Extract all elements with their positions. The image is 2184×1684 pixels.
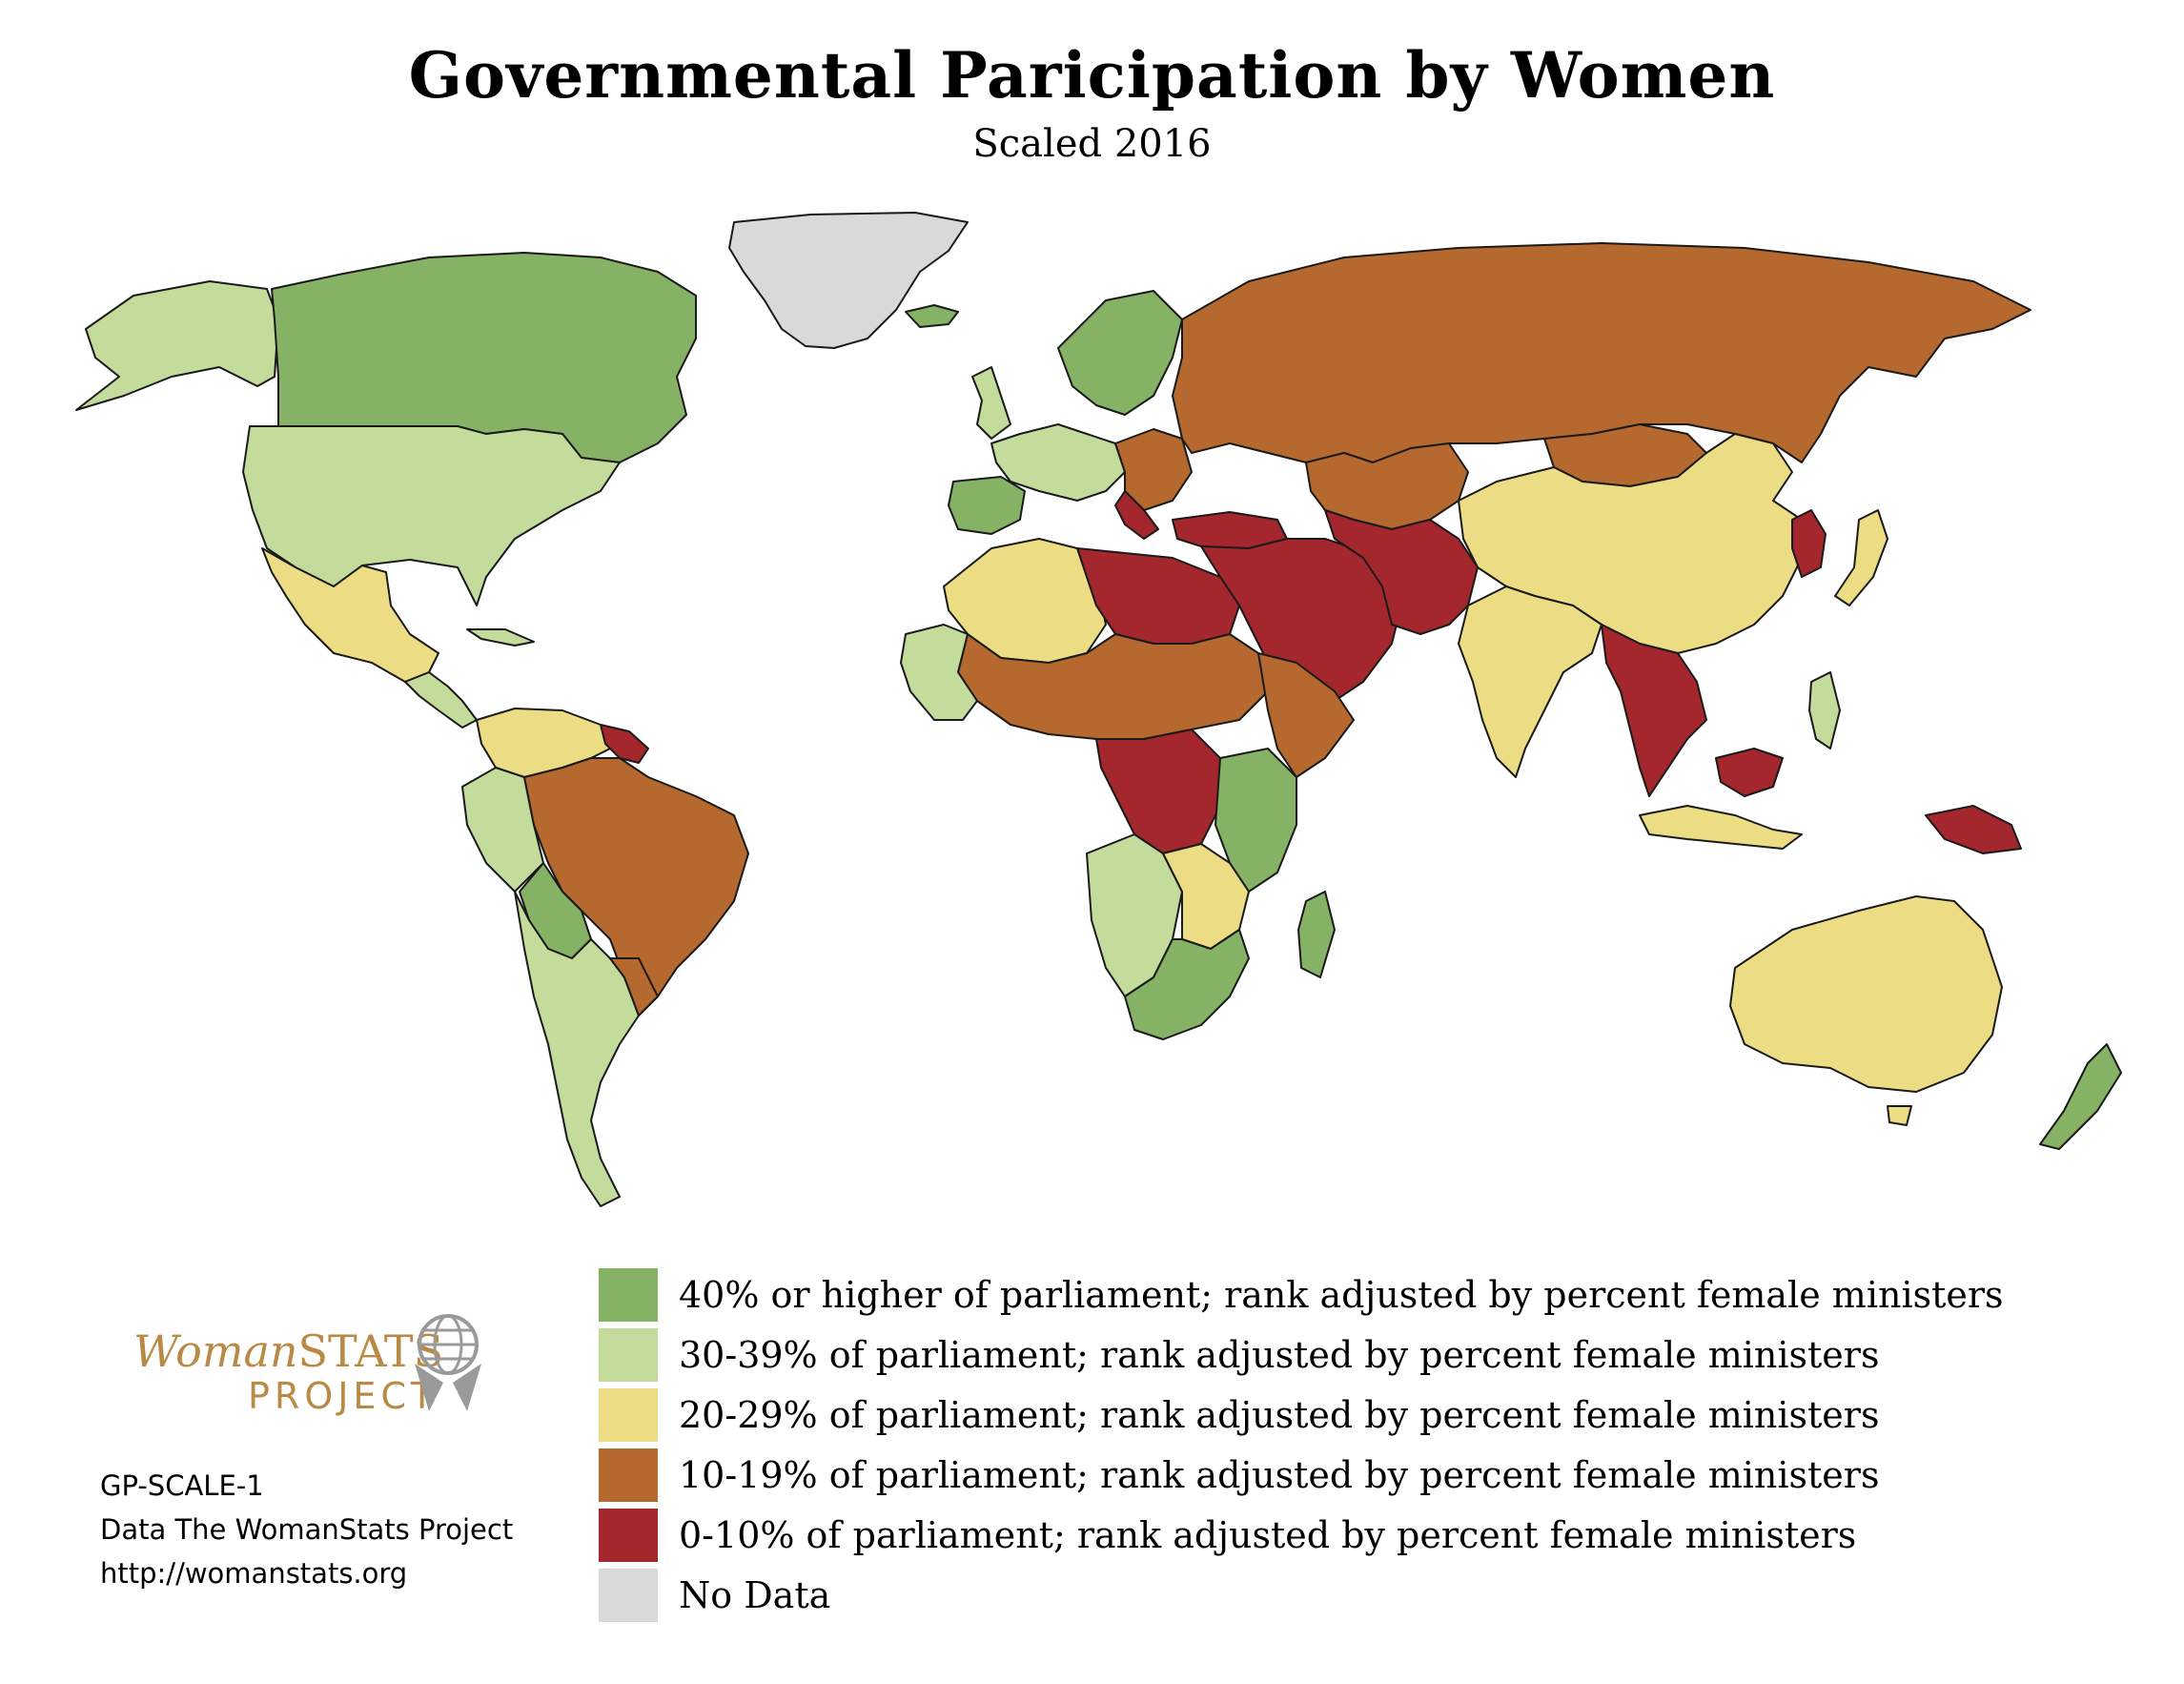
- region-korea: [1791, 509, 1827, 578]
- world-choropleth-map: [75, 212, 2122, 1207]
- region-east-africa: [1214, 748, 1297, 893]
- legend-swatch: [599, 1569, 658, 1622]
- data-source: Data The WomanStats Project: [100, 1513, 514, 1546]
- region-iberia: [948, 476, 1026, 535]
- region-balkans: [1114, 490, 1159, 540]
- region-uk: [971, 366, 1011, 440]
- region-borneo: [1715, 748, 1784, 797]
- region-mexico: [261, 547, 439, 683]
- region-middle-east: [1200, 538, 1402, 711]
- region-argentina-chile: [514, 891, 640, 1207]
- region-new-zealand: [2039, 1043, 2122, 1150]
- region-scandinavia: [1057, 290, 1183, 416]
- globe-hands-icon: [415, 1314, 481, 1411]
- region-north-africa-west: [943, 538, 1107, 664]
- map-subtitle: Scaled 2016: [972, 122, 1212, 166]
- map-title: Governmental Paricipation by Women: [408, 38, 1776, 113]
- legend-item-no-data: No Data: [599, 1569, 2124, 1622]
- legend-item-10-19: 10-19% of parliament; rank adjusted by p…: [599, 1448, 2124, 1502]
- legend-item-0-10: 0-10% of parliament; rank adjusted by pe…: [599, 1509, 2124, 1562]
- region-usa: [242, 425, 621, 606]
- logo-wordmark: WomanSTATS: [133, 1325, 444, 1377]
- region-mainland-se-asia: [1601, 624, 1707, 797]
- source-url[interactable]: http://womanstats.org: [100, 1557, 408, 1590]
- legend-item-40-plus: 40% or higher of parliament; rank adjust…: [599, 1268, 2124, 1322]
- legend-label: 30-39% of parliament; rank adjusted by p…: [679, 1334, 1880, 1376]
- region-central-america: [404, 671, 478, 729]
- region-philippines: [1808, 671, 1841, 750]
- region-south-africa: [1124, 929, 1250, 1040]
- region-india: [1458, 585, 1602, 778]
- region-greenland: [728, 212, 969, 349]
- map-code: GP-SCALE-1: [100, 1469, 264, 1502]
- region-iceland: [905, 304, 959, 328]
- region-guianas: [600, 724, 649, 764]
- legend-label: No Data: [679, 1574, 831, 1616]
- region-alaska: [75, 280, 279, 411]
- legend-swatch: [599, 1448, 658, 1502]
- map-credits: GP-SCALE-1 Data The WomanStats Project h…: [100, 1464, 513, 1595]
- legend-item-20-29: 20-29% of parliament; rank adjusted by p…: [599, 1388, 2124, 1442]
- legend-swatch: [599, 1509, 658, 1562]
- region-tasmania: [1887, 1105, 1912, 1126]
- region-indonesia: [1639, 805, 1803, 850]
- legend-label: 40% or higher of parliament; rank adjust…: [679, 1274, 2004, 1316]
- legend-label: 0-10% of parliament; rank adjusted by pe…: [679, 1514, 1857, 1556]
- legend-label: 20-29% of parliament; rank adjusted by p…: [679, 1394, 1880, 1436]
- womanstats-logo: WomanSTATS PROJECT: [124, 1306, 505, 1430]
- legend-swatch: [599, 1268, 658, 1322]
- region-western-europe: [990, 423, 1126, 502]
- region-japan: [1834, 509, 1888, 606]
- region-eastern-europe: [1114, 428, 1193, 511]
- region-iran-pakistan: [1324, 509, 1479, 635]
- region-horn-of-africa: [1257, 652, 1355, 778]
- logo-project-text: PROJECT: [248, 1375, 439, 1417]
- region-russia: [1172, 242, 2031, 463]
- region-caribbean: [466, 628, 535, 647]
- legend-item-30-39: 30-39% of parliament; rank adjusted by p…: [599, 1328, 2124, 1382]
- legend-swatch: [599, 1328, 658, 1382]
- region-west-africa: [900, 624, 978, 721]
- legend-swatch: [599, 1388, 658, 1442]
- region-paraguay: [609, 957, 659, 1017]
- region-central-africa: [1095, 729, 1221, 854]
- region-australia: [1729, 895, 2003, 1093]
- region-papua: [1925, 805, 2022, 854]
- region-madagascar: [1297, 891, 1336, 978]
- legend-label: 10-19% of parliament; rank adjusted by p…: [679, 1454, 1880, 1496]
